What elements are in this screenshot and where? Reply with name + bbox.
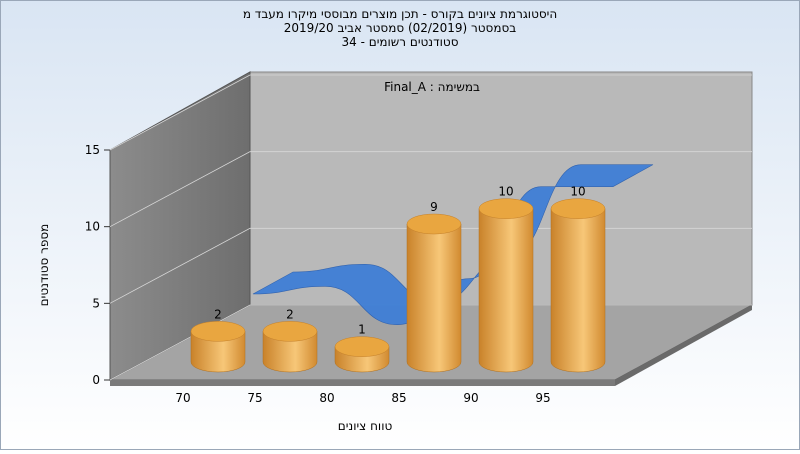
title-line: היסטוגרמת ציונים בקורס - תכן מוצרים מבוס…	[243, 7, 557, 21]
y-axis-label: מספר סטודנטים	[37, 224, 51, 307]
x-tick-label: 85	[391, 391, 406, 405]
data-label: 10	[498, 185, 513, 199]
bar-body	[550, 208, 606, 373]
y-tick-label: 10	[85, 220, 100, 234]
grid-line	[109, 151, 752, 228]
data-label: 2	[286, 307, 294, 321]
data-label: 9	[430, 200, 438, 214]
bar-body	[262, 331, 318, 373]
y-tick-label: 0	[92, 373, 100, 387]
data-label: 2	[214, 307, 222, 321]
plot: 2 2 1 9 10 10	[190, 164, 654, 373]
floor-front	[110, 380, 615, 386]
title-line: סטודנטים רשומים - 34	[341, 35, 458, 49]
bar-top	[550, 198, 606, 219]
x-tick-label: 80	[319, 391, 334, 405]
bar	[406, 213, 462, 373]
data-label: 1	[358, 323, 366, 337]
title-line: בסמסטר (02/2019) סמסטר אביב 2019/20	[284, 21, 516, 35]
bar	[334, 336, 390, 373]
bar-top	[262, 321, 318, 342]
x-tick-label: 95	[535, 391, 550, 405]
grid-line	[109, 74, 752, 151]
bar-body	[406, 223, 462, 373]
bar	[262, 321, 318, 373]
data-label: 10	[570, 185, 585, 199]
bar-top	[334, 336, 390, 357]
x-axis-label: טווח ציונים	[338, 419, 393, 433]
annotation: במשימה : Final_A	[384, 80, 480, 94]
bar-top	[406, 213, 462, 235]
x-tick-label: 90	[463, 391, 478, 405]
bar-body	[190, 331, 246, 373]
x-tick-label: 70	[175, 391, 190, 405]
bar-body	[478, 208, 534, 373]
bar-top	[478, 198, 534, 219]
bar-top	[190, 321, 246, 342]
y-tick-label: 15	[85, 143, 100, 157]
x-tick-label: 75	[247, 391, 262, 405]
y-tick-label: 5	[92, 296, 100, 310]
bar	[190, 321, 246, 373]
floor-edge	[615, 305, 752, 386]
bar	[550, 198, 606, 373]
bar	[478, 198, 534, 373]
